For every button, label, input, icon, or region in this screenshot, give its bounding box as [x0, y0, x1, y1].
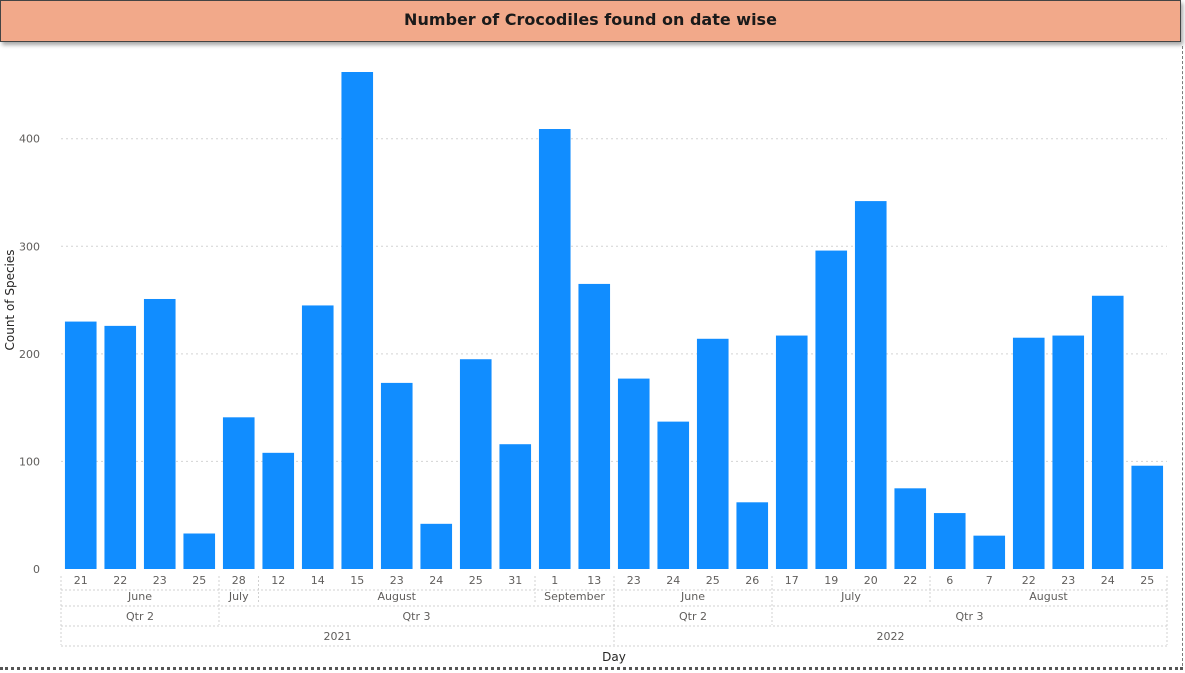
x-tick-label-day: 17: [785, 574, 799, 587]
x-month-label: July: [228, 590, 249, 603]
bar: [736, 502, 769, 569]
y-tick-label: 300: [19, 240, 40, 253]
bar: [1131, 465, 1164, 569]
bar: [459, 359, 492, 569]
y-tick-label: 200: [19, 348, 40, 361]
bar: [617, 378, 650, 569]
x-tick-label-day: 7: [986, 574, 993, 587]
bar: [815, 250, 848, 570]
bar: [538, 129, 571, 570]
bar: [222, 417, 255, 569]
x-month-label: June: [680, 590, 705, 603]
bar: [854, 201, 887, 569]
x-tick-label-day: 13: [587, 574, 601, 587]
visual-border-right: [1182, 46, 1183, 666]
x-tick-label-day: 23: [1061, 574, 1075, 587]
x-tick-label-day: 22: [113, 574, 127, 587]
x-tick-label-day: 24: [1101, 574, 1115, 587]
x-tick-label-day: 24: [666, 574, 680, 587]
bar: [104, 325, 137, 569]
x-year-label: 2021: [324, 630, 352, 643]
x-month-label: August: [378, 590, 417, 603]
y-tick-label: 0: [33, 563, 40, 576]
x-tick-label-day: 25: [469, 574, 483, 587]
x-tick-label-day: 23: [627, 574, 641, 587]
x-quarter-label: Qtr 2: [679, 610, 707, 623]
bar: [973, 535, 1006, 569]
bar: [143, 298, 176, 569]
x-quarter-label: Qtr 3: [956, 610, 984, 623]
bar: [499, 444, 532, 569]
x-tick-label-day: 1: [551, 574, 558, 587]
bar: [183, 533, 216, 569]
bar: [341, 72, 374, 569]
x-month-label: September: [544, 590, 605, 603]
x-month-label: June: [127, 590, 152, 603]
x-tick-label-day: 25: [706, 574, 720, 587]
y-tick-label: 100: [19, 455, 40, 468]
x-tick-label-day: 15: [350, 574, 364, 587]
x-tick-label-day: 21: [74, 574, 88, 587]
x-tick-label-day: 22: [1022, 574, 1036, 587]
bar: [1091, 295, 1124, 569]
x-tick-label-day: 25: [1140, 574, 1154, 587]
x-tick-label-day: 25: [192, 574, 206, 587]
bar: [933, 513, 966, 569]
x-tick-label-day: 12: [271, 574, 285, 587]
bar: [64, 321, 97, 569]
x-month-label: July: [840, 590, 861, 603]
x-quarter-label: Qtr 3: [403, 610, 431, 623]
visual-border-bottom: [0, 667, 1183, 670]
bar: [301, 305, 334, 569]
x-tick-label-day: 26: [745, 574, 759, 587]
bar: [1012, 337, 1045, 569]
bar: [775, 335, 808, 569]
y-tick-label: 400: [19, 133, 40, 146]
bar: [894, 488, 927, 569]
x-tick-label-day: 6: [946, 574, 953, 587]
y-axis-title: Count of Species: [3, 249, 17, 350]
x-tick-label-day: 19: [824, 574, 838, 587]
bar: [578, 283, 611, 569]
chart-title-banner: Number of Crocodiles found on date wise: [0, 0, 1181, 42]
x-tick-label-day: 24: [429, 574, 443, 587]
bar: [657, 421, 690, 569]
x-tick-label-day: 14: [311, 574, 325, 587]
x-tick-label-day: 28: [232, 574, 246, 587]
bar: [696, 338, 729, 569]
x-tick-label-day: 23: [153, 574, 167, 587]
x-month-label: August: [1029, 590, 1068, 603]
x-tick-label-day: 22: [903, 574, 917, 587]
x-year-label: 2022: [877, 630, 905, 643]
x-quarter-label: Qtr 2: [126, 610, 154, 623]
bar: [262, 452, 295, 569]
x-axis-title: Day: [602, 650, 626, 664]
x-tick-label-day: 20: [864, 574, 878, 587]
bar: [420, 523, 453, 569]
chart-title: Number of Crocodiles found on date wise: [404, 10, 777, 29]
bar: [1052, 335, 1085, 569]
bar: [380, 382, 413, 569]
x-tick-label-day: 23: [390, 574, 404, 587]
x-tick-label-day: 31: [508, 574, 522, 587]
